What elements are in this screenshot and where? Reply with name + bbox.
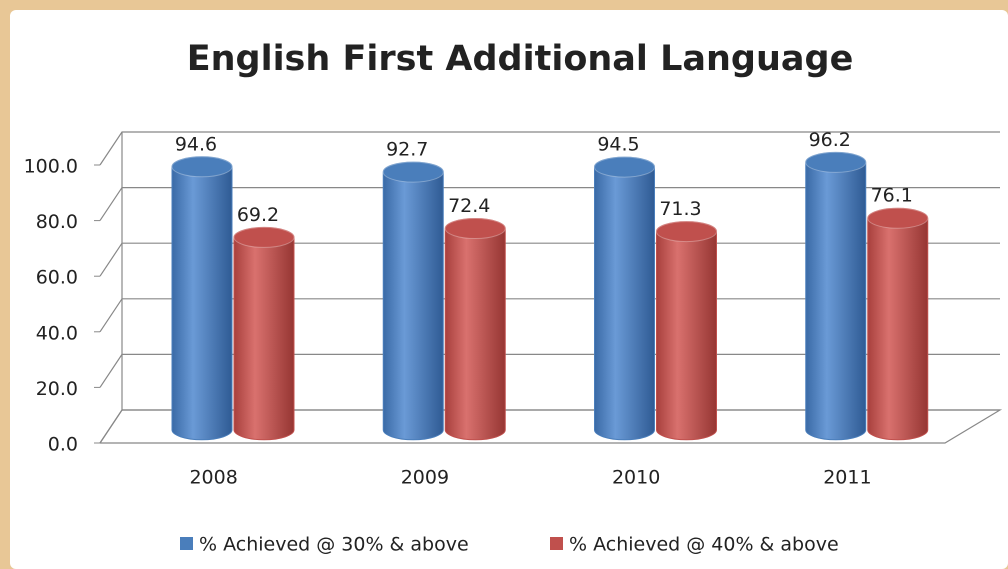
- data-label: 94.6: [175, 133, 217, 155]
- legend-swatch: [180, 537, 193, 550]
- data-label: 76.1: [871, 185, 913, 207]
- x-tick-label: 2008: [189, 467, 237, 489]
- data-label: 96.2: [809, 129, 851, 151]
- legend-label: % Achieved @ 30% & above: [199, 534, 469, 556]
- y-tick-label: 80.0: [36, 211, 78, 233]
- cylinder: [382, 161, 444, 441]
- cylinder-top: [656, 221, 717, 243]
- y-tick-label: 100.0: [24, 156, 78, 178]
- x-tick-label: 2010: [612, 467, 660, 489]
- cylinder: [233, 226, 295, 441]
- y-tick-label: 40.0: [36, 322, 78, 344]
- data-label: 92.7: [386, 139, 428, 161]
- cylinder-top: [594, 156, 655, 178]
- cylinder: [594, 156, 655, 441]
- y-tick-label: 0.0: [48, 434, 78, 456]
- cylinder: [171, 156, 233, 441]
- x-tick-label: 2009: [401, 467, 449, 489]
- grid-line: [99, 187, 1000, 221]
- legend-swatch: [550, 537, 563, 550]
- cylinder-top: [233, 226, 295, 248]
- chart-title: English First Additional Language: [187, 39, 854, 79]
- cylinder-top: [805, 151, 867, 173]
- data-label: 94.5: [597, 134, 639, 156]
- cylinder: [656, 221, 717, 441]
- x-tick-label: 2011: [823, 467, 871, 489]
- cylinder-top: [382, 161, 444, 183]
- cylinder: [805, 151, 867, 441]
- y-tick-label: 60.0: [36, 267, 78, 289]
- cylinder: [867, 207, 929, 441]
- data-label: 71.3: [659, 198, 701, 220]
- legend-label: % Achieved @ 40% & above: [569, 534, 839, 556]
- cylinder-top: [867, 207, 929, 229]
- data-label: 72.4: [448, 195, 490, 217]
- cylinder: [444, 218, 506, 441]
- cylinder-top: [444, 218, 506, 240]
- data-label: 69.2: [237, 204, 279, 226]
- grid-line: [99, 131, 1000, 166]
- cylinder-top: [171, 156, 233, 178]
- y-tick-label: 20.0: [36, 378, 78, 400]
